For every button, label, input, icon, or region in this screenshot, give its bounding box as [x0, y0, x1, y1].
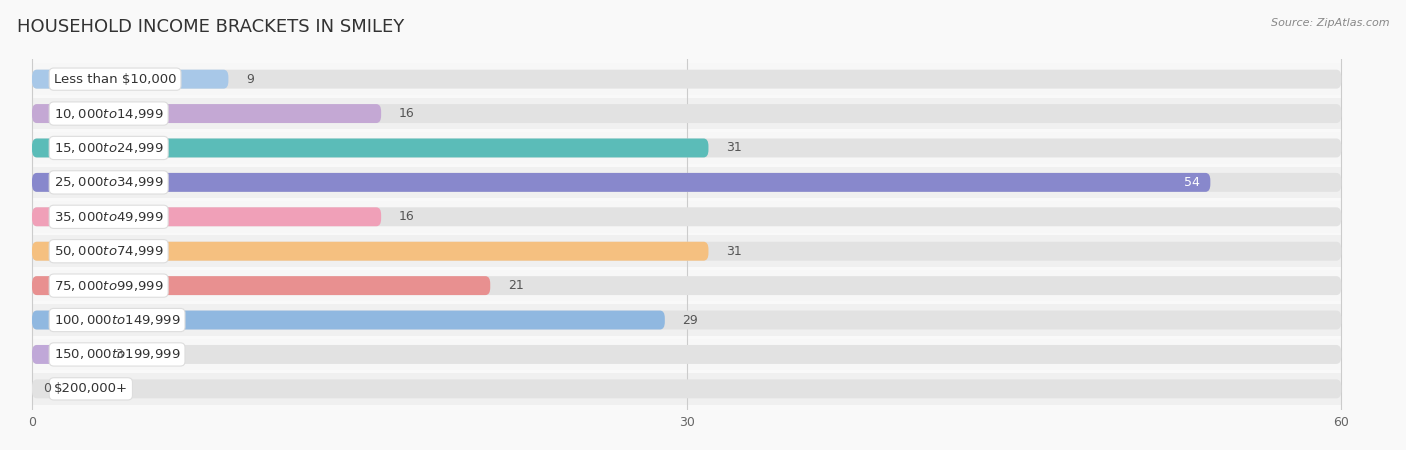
- FancyBboxPatch shape: [32, 242, 709, 261]
- Text: $25,000 to $34,999: $25,000 to $34,999: [53, 176, 163, 189]
- Text: $15,000 to $24,999: $15,000 to $24,999: [53, 141, 163, 155]
- FancyBboxPatch shape: [32, 270, 1341, 302]
- FancyBboxPatch shape: [32, 276, 491, 295]
- Text: $100,000 to $149,999: $100,000 to $149,999: [53, 313, 180, 327]
- FancyBboxPatch shape: [32, 98, 1341, 130]
- Text: $150,000 to $199,999: $150,000 to $199,999: [53, 347, 180, 361]
- FancyBboxPatch shape: [32, 132, 1341, 164]
- FancyBboxPatch shape: [32, 173, 1341, 192]
- Text: $50,000 to $74,999: $50,000 to $74,999: [53, 244, 163, 258]
- FancyBboxPatch shape: [32, 139, 1341, 158]
- FancyBboxPatch shape: [32, 373, 1341, 405]
- FancyBboxPatch shape: [32, 338, 1341, 370]
- FancyBboxPatch shape: [32, 310, 665, 329]
- Text: Source: ZipAtlas.com: Source: ZipAtlas.com: [1271, 18, 1389, 28]
- Text: $35,000 to $49,999: $35,000 to $49,999: [53, 210, 163, 224]
- FancyBboxPatch shape: [32, 104, 1341, 123]
- FancyBboxPatch shape: [32, 173, 1211, 192]
- Text: HOUSEHOLD INCOME BRACKETS IN SMILEY: HOUSEHOLD INCOME BRACKETS IN SMILEY: [17, 18, 404, 36]
- Text: 29: 29: [682, 314, 697, 327]
- FancyBboxPatch shape: [32, 242, 1341, 261]
- Text: 3: 3: [115, 348, 122, 361]
- Text: 16: 16: [398, 210, 415, 223]
- FancyBboxPatch shape: [32, 276, 1341, 295]
- Text: $75,000 to $99,999: $75,000 to $99,999: [53, 279, 163, 292]
- FancyBboxPatch shape: [32, 70, 228, 89]
- Text: 0: 0: [44, 382, 51, 396]
- FancyBboxPatch shape: [32, 345, 97, 364]
- Text: $200,000+: $200,000+: [53, 382, 128, 396]
- Text: 54: 54: [1184, 176, 1199, 189]
- FancyBboxPatch shape: [32, 207, 1341, 226]
- Text: 31: 31: [725, 141, 741, 154]
- Text: Less than $10,000: Less than $10,000: [53, 72, 176, 86]
- FancyBboxPatch shape: [32, 304, 1341, 336]
- Text: $10,000 to $14,999: $10,000 to $14,999: [53, 107, 163, 121]
- FancyBboxPatch shape: [32, 345, 1341, 364]
- FancyBboxPatch shape: [32, 139, 709, 158]
- FancyBboxPatch shape: [32, 310, 1341, 329]
- FancyBboxPatch shape: [32, 63, 1341, 95]
- Text: 9: 9: [246, 72, 253, 86]
- Text: 31: 31: [725, 245, 741, 258]
- Text: 21: 21: [508, 279, 523, 292]
- FancyBboxPatch shape: [32, 379, 1341, 398]
- FancyBboxPatch shape: [32, 70, 1341, 89]
- FancyBboxPatch shape: [32, 104, 381, 123]
- FancyBboxPatch shape: [32, 207, 381, 226]
- FancyBboxPatch shape: [32, 235, 1341, 267]
- FancyBboxPatch shape: [32, 166, 1341, 198]
- Text: 16: 16: [398, 107, 415, 120]
- FancyBboxPatch shape: [32, 201, 1341, 233]
